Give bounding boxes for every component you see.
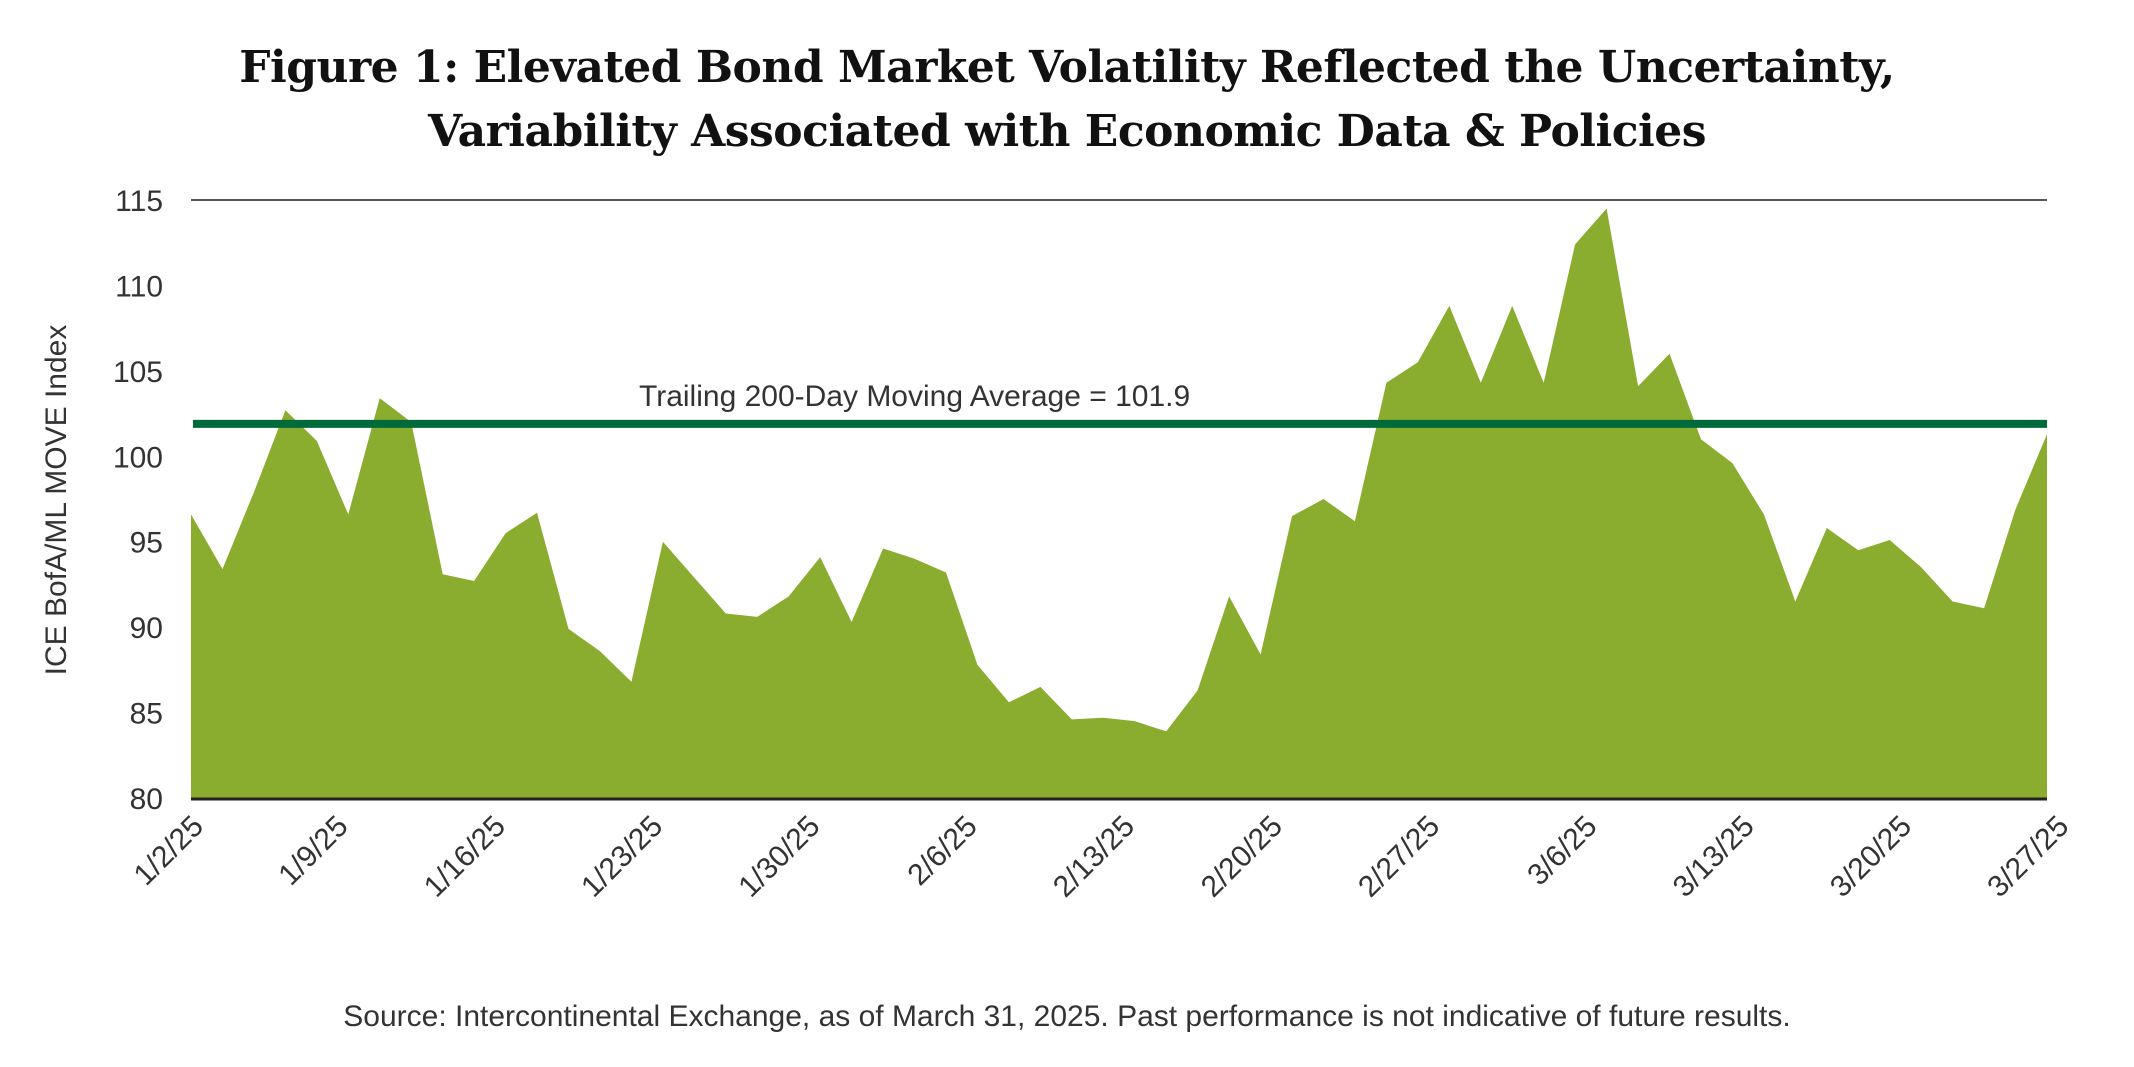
x-tick-label: 3/13/25 [1667, 810, 1761, 904]
x-tick-label: 1/9/25 [272, 810, 354, 892]
x-tick-label: 3/6/25 [1521, 810, 1603, 892]
x-tick-label: 2/13/25 [1047, 810, 1141, 904]
y-axis-label: ICE BofA/ML MOVE Index [40, 325, 73, 676]
x-tick-label: 2/20/25 [1195, 810, 1289, 904]
chart-title-line-1: Figure 1: Elevated Bond Market Volatilit… [239, 42, 1895, 93]
moving-average-label: Trailing 200-Day Moving Average = 101.9 [639, 380, 1190, 413]
y-tick-label: 115 [115, 185, 163, 218]
move-index-area [191, 208, 2047, 798]
x-tick-label: 3/20/25 [1824, 810, 1918, 904]
x-tick-label: 1/30/25 [732, 810, 826, 904]
chart-title-line-2: Variability Associated with Economic Dat… [427, 106, 1707, 157]
x-tick-label: 1/23/25 [575, 810, 669, 904]
y-tick-label: 100 [113, 441, 163, 474]
x-tick-label: 3/27/25 [1981, 810, 2075, 904]
x-tick-label: 1/2/25 [128, 810, 210, 892]
y-tick-label: 110 [115, 270, 163, 303]
y-tick-label: 95 [130, 527, 163, 560]
y-tick-label: 90 [130, 612, 163, 645]
x-tick-label: 2/27/25 [1352, 810, 1446, 904]
y-tick-label: 80 [130, 783, 163, 816]
x-tick-label: 2/6/25 [901, 810, 983, 892]
source-footnote: Source: Intercontinental Exchange, as of… [343, 1000, 1791, 1033]
x-tick-label: 1/16/25 [418, 810, 512, 904]
y-tick-label: 85 [130, 698, 163, 731]
y-tick-label: 105 [113, 356, 163, 389]
